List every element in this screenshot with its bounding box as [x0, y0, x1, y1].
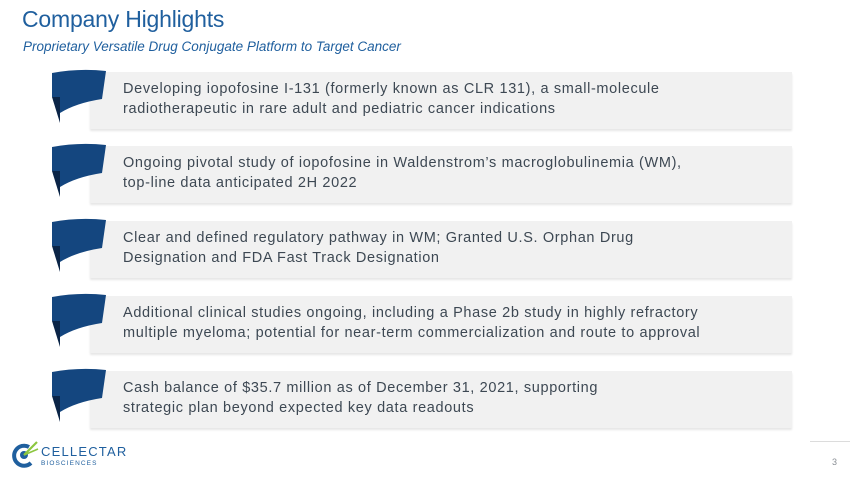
highlight-item: Clear and defined regulatory pathway in …: [48, 218, 792, 280]
highlight-line: Ongoing pivotal study of iopofosine in W…: [123, 155, 682, 171]
highlight-text: Clear and defined regulatory pathway in …: [123, 228, 788, 268]
tab-marker-icon: [52, 218, 106, 272]
slide-title: Company Highlights: [22, 6, 225, 32]
highlight-item: Developing iopofosine I-131 (formerly kn…: [48, 69, 792, 131]
highlight-item: Ongoing pivotal study of iopofosine in W…: [48, 143, 792, 205]
highlight-line: radiotherapeutic in rare adult and pedia…: [123, 101, 556, 117]
tab-marker-icon: [52, 143, 106, 197]
highlight-item: Additional clinical studies ongoing, inc…: [48, 293, 792, 355]
highlight-line: Developing iopofosine I-131 (formerly kn…: [123, 81, 660, 97]
logo-subtitle: BIOSCIENCES: [41, 460, 98, 467]
cellectar-logo-icon: [12, 441, 39, 468]
highlight-bar: [90, 72, 792, 129]
highlight-line: Additional clinical studies ongoing, inc…: [123, 305, 699, 321]
highlight-bar: [90, 146, 792, 203]
highlight-line: Designation and FDA Fast Track Designati…: [123, 250, 440, 266]
company-logo: CELLECTAR BIOSCIENCES: [10, 438, 130, 472]
tab-marker-icon: [52, 368, 106, 422]
highlight-text: Developing iopofosine I-131 (formerly kn…: [123, 79, 788, 119]
highlight-text: Additional clinical studies ongoing, inc…: [123, 303, 788, 343]
highlight-item: Cash balance of $35.7 million as of Dece…: [48, 368, 792, 430]
tab-marker-icon: [52, 69, 106, 123]
slide-subtitle: Proprietary Versatile Drug Conjugate Pla…: [23, 39, 401, 54]
highlight-line: multiple myeloma; potential for near-ter…: [123, 325, 701, 341]
highlight-line: strategic plan beyond expected key data …: [123, 400, 475, 416]
highlight-text: Cash balance of $35.7 million as of Dece…: [123, 378, 788, 418]
highlight-line: top-line data anticipated 2H 2022: [123, 175, 358, 191]
footer-divider: [810, 441, 850, 442]
page-number: 3: [832, 457, 838, 467]
highlight-line: Cash balance of $35.7 million as of Dece…: [123, 380, 599, 396]
highlight-line: Clear and defined regulatory pathway in …: [123, 230, 634, 246]
tab-marker-icon: [52, 293, 106, 347]
highlight-bar: [90, 371, 792, 428]
logo-name: CELLECTAR: [41, 444, 128, 459]
highlight-text: Ongoing pivotal study of iopofosine in W…: [123, 153, 788, 193]
highlight-bar: [90, 221, 792, 278]
highlight-bar: [90, 296, 792, 353]
